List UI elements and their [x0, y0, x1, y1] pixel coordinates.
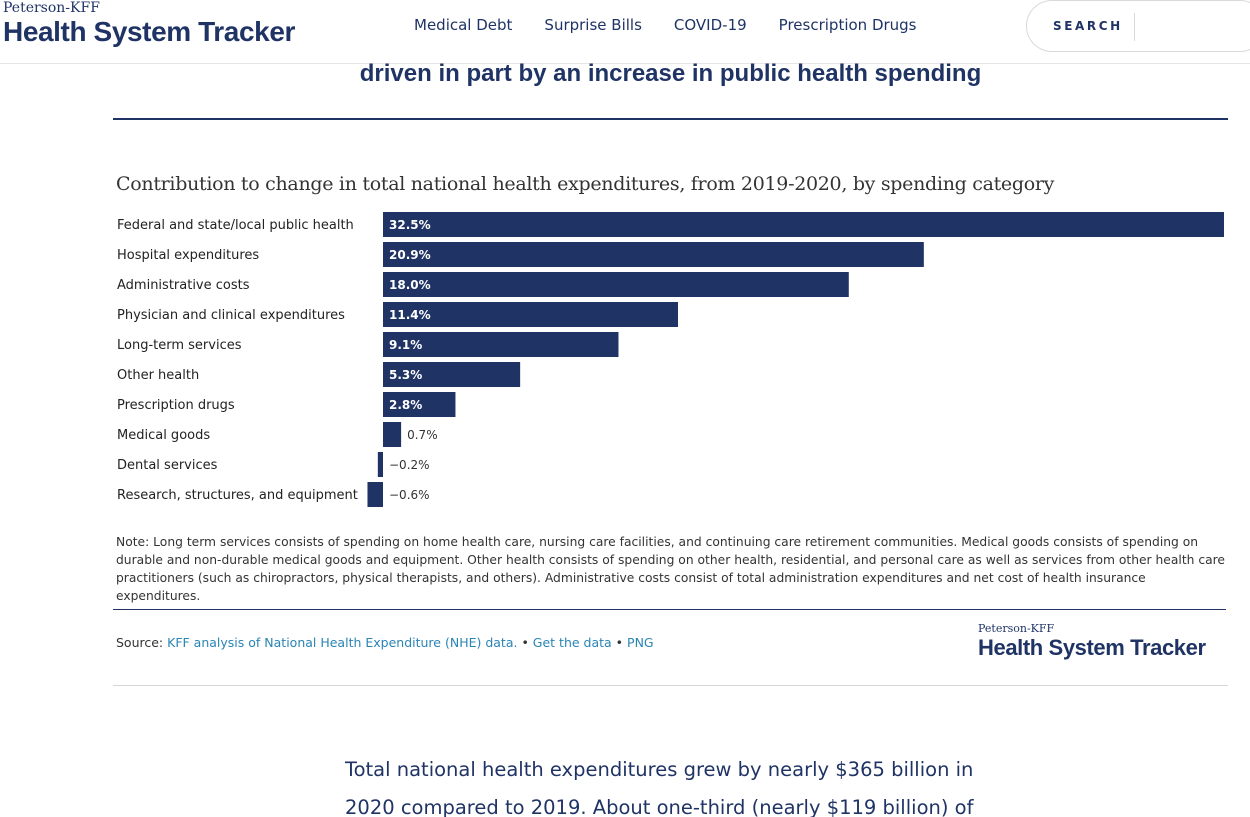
- nav-medical-debt[interactable]: Medical Debt: [414, 16, 513, 34]
- bar[interactable]: [377, 452, 383, 477]
- bar-value-label: −0.2%: [389, 458, 430, 472]
- chart-source: Source: KFF analysis of National Health …: [116, 635, 654, 650]
- bar[interactable]: [383, 212, 1224, 237]
- bar-value-label: 2.8%: [389, 398, 422, 412]
- png-link[interactable]: PNG: [627, 635, 654, 650]
- bar-value-label: 11.4%: [389, 308, 431, 322]
- category-label: Administrative costs: [117, 278, 250, 293]
- bar[interactable]: [383, 242, 924, 267]
- chart-title: Contribution to change in total national…: [116, 173, 1055, 195]
- bar-value-label: 20.9%: [389, 248, 431, 262]
- heading-divider: [113, 118, 1228, 120]
- site-logo[interactable]: Peterson-KFF Health System Tracker: [3, 0, 295, 47]
- bar[interactable]: [383, 332, 619, 357]
- search-box[interactable]: SEARCH: [1026, 0, 1250, 52]
- bar-value-label: 0.7%: [407, 428, 438, 442]
- logo-main-text: Health System Tracker: [3, 16, 295, 47]
- bar[interactable]: [383, 272, 849, 297]
- note-divider: [113, 609, 1226, 610]
- category-label: Federal and state/local public health: [117, 218, 354, 233]
- category-label: Other health: [117, 368, 199, 383]
- nav-prescription-drugs[interactable]: Prescription Drugs: [778, 16, 917, 34]
- bar-value-label: 9.1%: [389, 338, 422, 352]
- category-label: Hospital expenditures: [117, 248, 259, 263]
- logo-top-text: Peterson-KFF: [3, 0, 100, 16]
- site-header: Peterson-KFF Health System Tracker Medic…: [0, 0, 1250, 64]
- source-prefix: Source:: [116, 635, 168, 650]
- bar-value-label: −0.6%: [389, 488, 430, 502]
- category-label: Prescription drugs: [117, 398, 235, 413]
- search-divider: [1134, 13, 1135, 41]
- search-button[interactable]: SEARCH: [1053, 19, 1123, 33]
- nav-surprise-bills[interactable]: Surprise Bills: [544, 16, 642, 34]
- get-data-link[interactable]: Get the data: [532, 635, 612, 650]
- chart-footer-logo: Peterson-KFF Health System Tracker: [978, 622, 1206, 661]
- bar-value-label: 32.5%: [389, 218, 431, 232]
- main-nav: Medical Debt Surprise Bills COVID-19 Pre…: [414, 15, 949, 35]
- bar[interactable]: [383, 302, 678, 327]
- chart-bottom-divider: [113, 685, 1228, 686]
- chart-heading: driven in part by an increase in public …: [359, 60, 982, 87]
- source-separator: •: [611, 635, 628, 650]
- source-analysis-link[interactable]: KFF analysis of National Health Expendit…: [167, 635, 518, 650]
- nav-covid-19[interactable]: COVID-19: [673, 16, 747, 34]
- bar-value-label: 18.0%: [389, 278, 431, 292]
- category-label: Physician and clinical expenditures: [117, 308, 345, 323]
- article-paragraph: Total national health expenditures grew …: [345, 758, 974, 817]
- chart-note: Note: Long term services consists of spe…: [116, 535, 1226, 603]
- footer-logo-top: Peterson-KFF: [978, 622, 1055, 635]
- bar-value-label: 5.3%: [389, 368, 422, 382]
- category-label: Research, structures, and equipment: [117, 488, 358, 503]
- category-label: Long-term services: [117, 338, 242, 353]
- category-label: Dental services: [117, 458, 218, 473]
- category-label: Medical goods: [117, 428, 210, 443]
- source-separator: •: [517, 635, 533, 650]
- bar[interactable]: [367, 482, 383, 507]
- footer-logo-main: Health System Tracker: [978, 635, 1206, 660]
- bar[interactable]: [383, 422, 402, 447]
- bar[interactable]: [383, 392, 456, 417]
- bar-chart: Federal and state/local public health 32.…: [117, 212, 1224, 507]
- bar[interactable]: [383, 362, 521, 387]
